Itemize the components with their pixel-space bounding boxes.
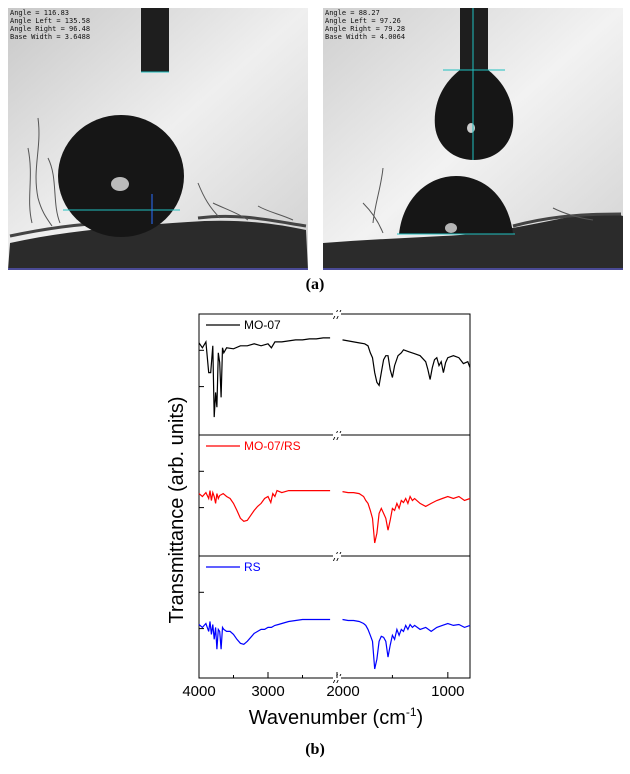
x-tick-label: 4000 — [182, 683, 215, 700]
plot-border — [198, 313, 471, 679]
contact-angle-photo-left: Angle = 116.83 Angle Left = 135.58 Angle R… — [8, 8, 308, 270]
readout-base-width: Base Width = 3.6488 — [10, 33, 91, 41]
x-tick-label: 2000 — [326, 683, 359, 700]
fabric-substrate — [8, 220, 308, 270]
contact-angle-drawing-left — [8, 8, 308, 270]
chart-legend: MO-07 MO-07/RS RS — [206, 318, 301, 574]
fabric-substrate — [323, 213, 623, 270]
x-axis-label-text: Wavenumber (cm — [249, 707, 406, 729]
legend-label: RS — [244, 560, 261, 574]
y-axis-label: Transmittance (arb. units) — [166, 396, 188, 623]
contact-angle-photo-right: Angle = 88.27 Angle Left = 97.26 Angle Rig… — [323, 8, 623, 270]
readout-angle-left: Angle Left = 135.58 — [10, 17, 91, 25]
readout-angle-right: Angle Right = 79.28 — [325, 25, 406, 33]
angle-readout-left: Angle = 116.83 Angle Left = 135.58 Angle R… — [10, 9, 90, 41]
x-axis-label: Wavenumber (cm-1) — [249, 705, 423, 729]
readout-base-width: Base Width = 4.0064 — [325, 33, 406, 41]
axis-break-gap — [333, 312, 341, 316]
panel-caption-a: (a) — [305, 276, 325, 293]
legend-label: MO-07 — [244, 318, 281, 332]
series-line-rs-low — [342, 618, 471, 670]
x-tick-label: 1000 — [431, 683, 464, 700]
x-axis-label-close: ) — [417, 707, 424, 729]
series-line-mo-07-rs-high — [198, 489, 331, 522]
chart-frame: //////// — [198, 308, 471, 686]
series-line-mo-07-rs-low — [342, 491, 471, 544]
readout-angle-left: Angle Left = 97.26 — [325, 17, 401, 25]
needle — [141, 8, 169, 72]
angle-readout-right: Angle = 88.27 Angle Left = 97.26 Angle Rig… — [325, 9, 405, 41]
axis-break-gap — [333, 433, 341, 437]
readout-angle-right: Angle Right = 96.48 — [10, 25, 91, 33]
readout-angle: Angle = 88.27 — [325, 9, 380, 17]
series-line-mo-07-low — [342, 339, 471, 387]
x-axis-label-superscript: -1 — [406, 705, 417, 719]
contact-angle-drawing-right — [323, 8, 623, 270]
chart-ticks: 4000 3000 2000 1000 — [182, 349, 465, 700]
axis-break-gap — [333, 554, 341, 558]
series-line-mo-07-high — [198, 337, 331, 418]
panel-caption-b: (b) — [305, 741, 325, 758]
legend-label: MO-07/RS — [244, 439, 301, 453]
hanging-droplet — [434, 70, 514, 160]
series-line-rs-high — [198, 618, 331, 650]
readout-angle: Angle = 116.83 — [10, 9, 70, 17]
x-tick-label: 3000 — [251, 683, 284, 700]
chart-series — [198, 337, 471, 670]
needle — [460, 8, 488, 70]
water-droplet — [399, 176, 513, 234]
